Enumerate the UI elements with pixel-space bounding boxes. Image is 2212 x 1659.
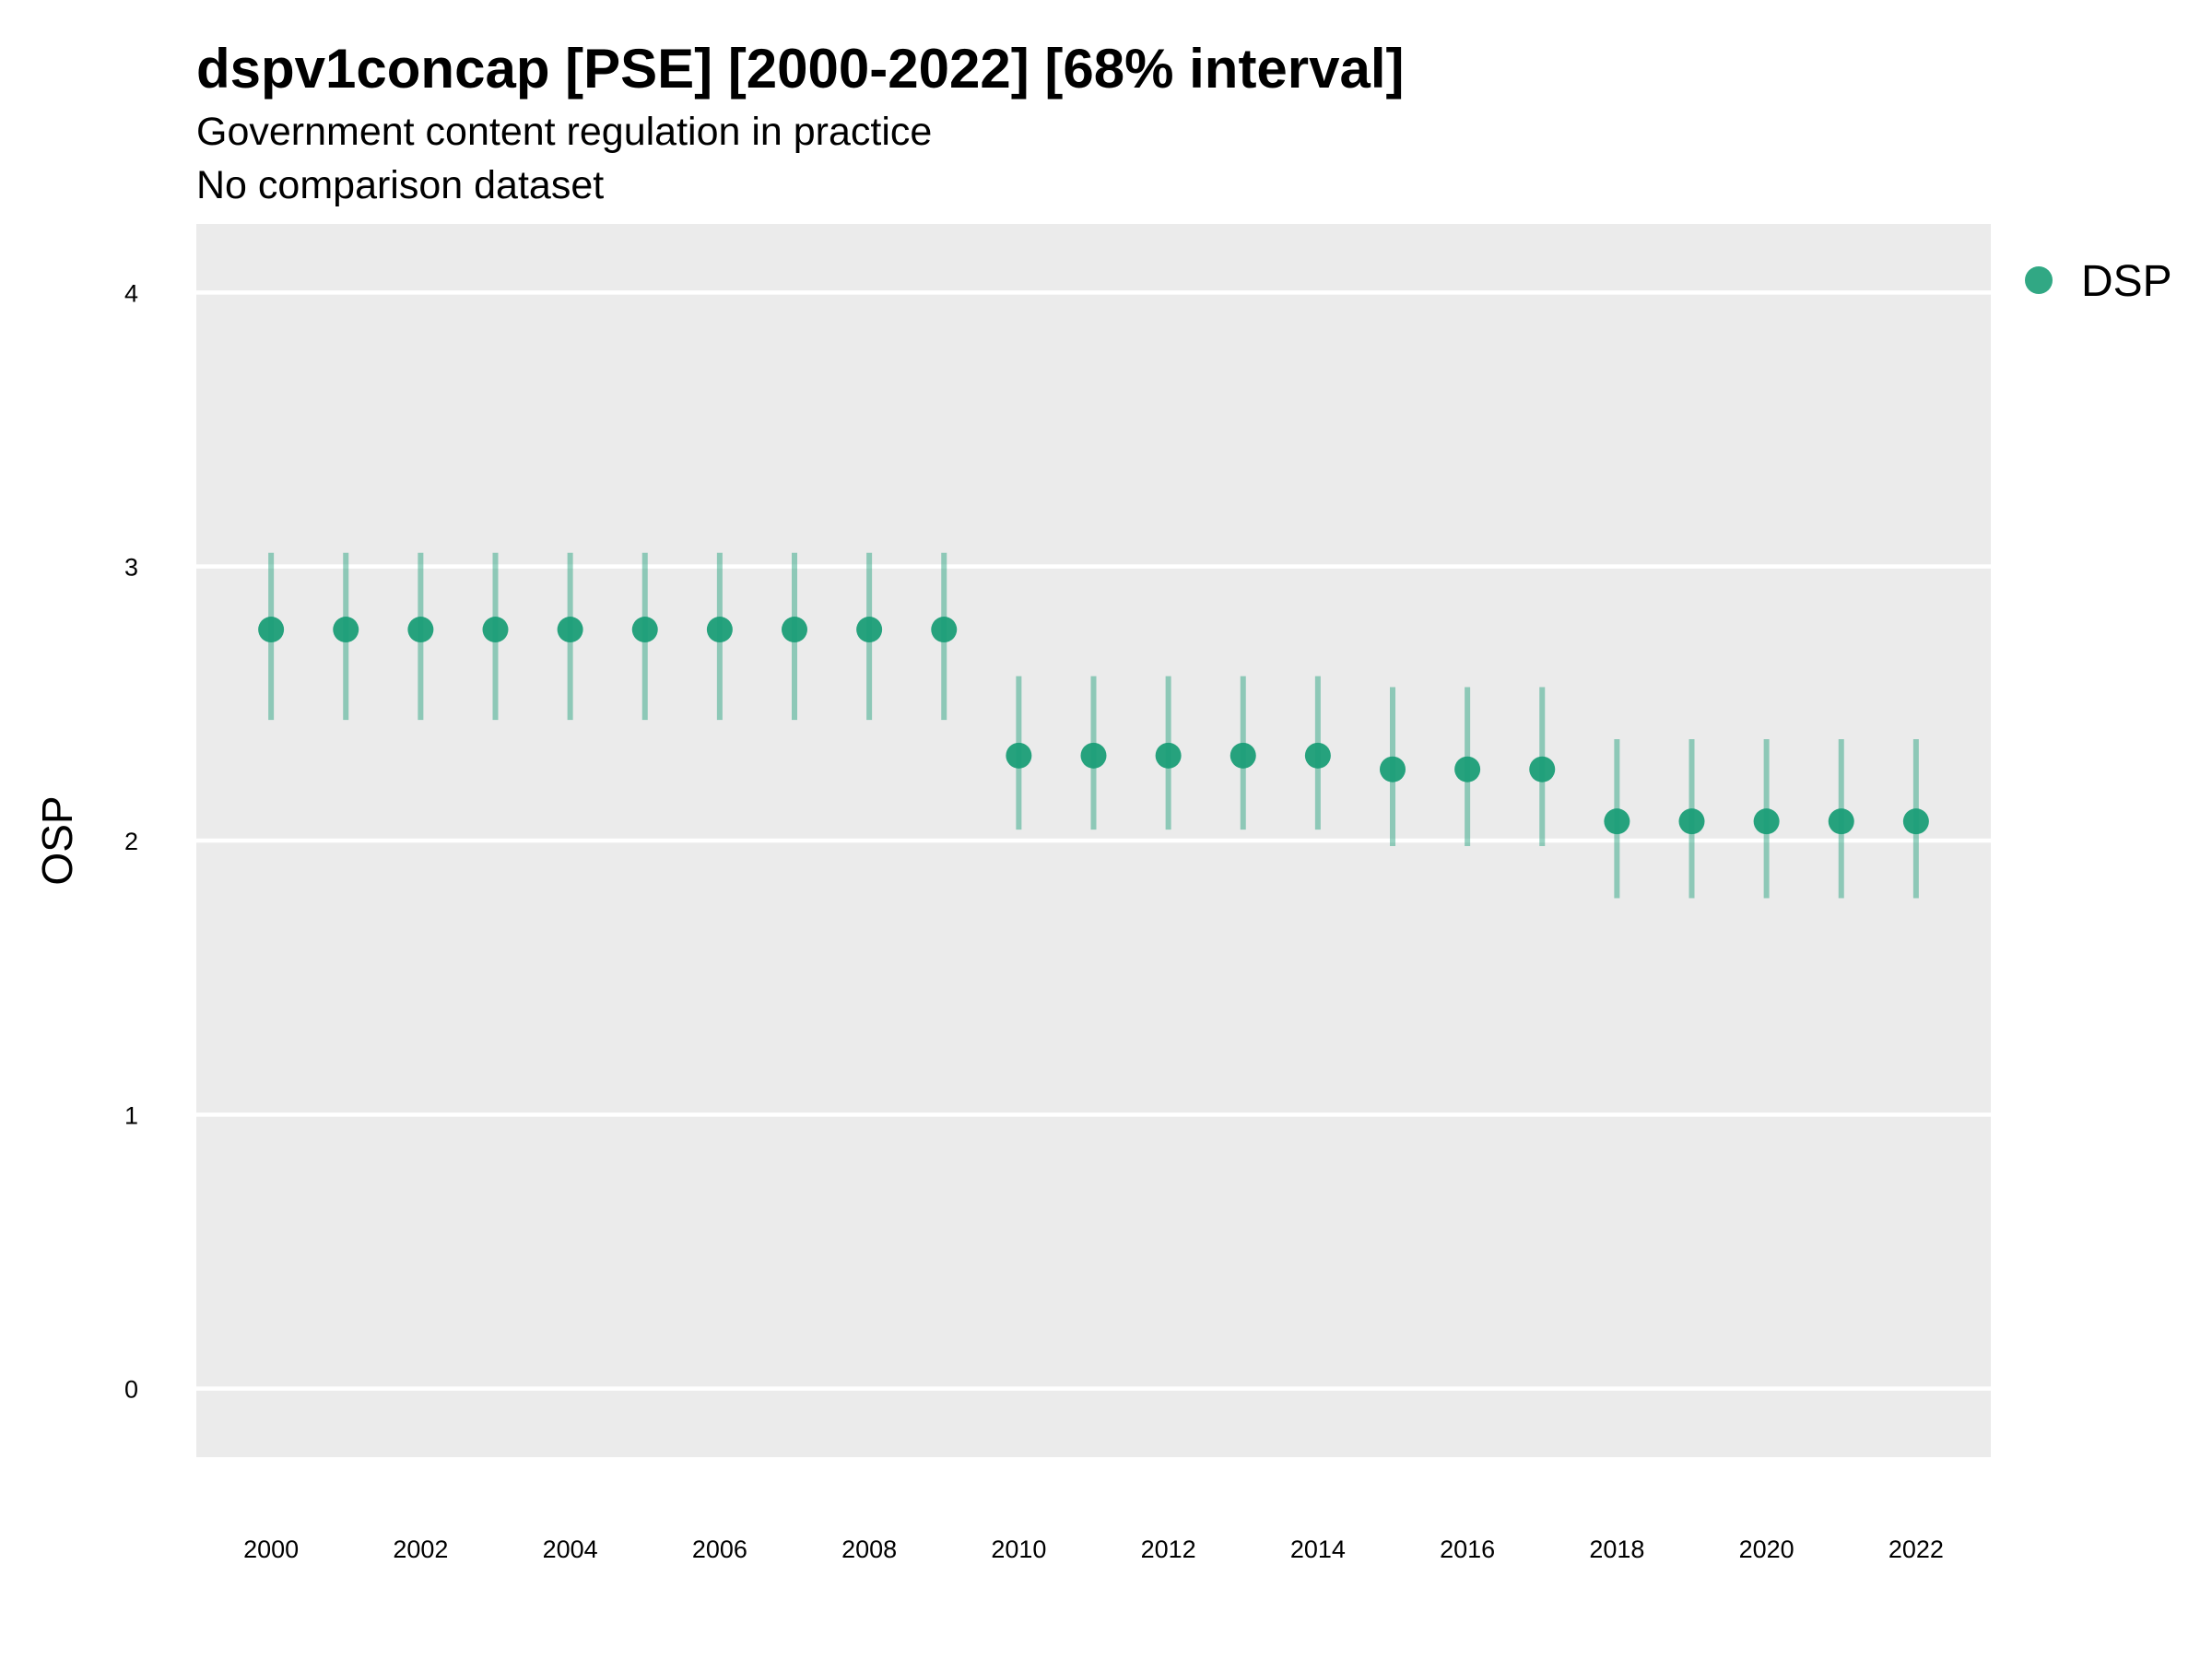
x-tick-label-6: 2012 — [1141, 1535, 1196, 1563]
x-tick-label-11: 2022 — [1888, 1535, 1944, 1563]
data-point-2018 — [1604, 808, 1630, 835]
data-point-2007 — [782, 617, 807, 643]
data-point-2011 — [1080, 742, 1107, 769]
data-point-2017 — [1529, 756, 1556, 782]
data-point-2015 — [1380, 756, 1406, 782]
data-point-2014 — [1304, 742, 1331, 769]
x-tick-label-8: 2016 — [1440, 1535, 1495, 1563]
data-point-2004 — [557, 617, 583, 643]
data-point-2019 — [1678, 808, 1705, 835]
data-point-2021 — [1828, 808, 1854, 835]
x-tick-label-9: 2018 — [1589, 1535, 1644, 1563]
legend-label-dsp: DSP — [2081, 257, 2172, 306]
data-point-2001 — [333, 617, 359, 643]
x-tick-label-10: 2020 — [1739, 1535, 1794, 1563]
y-tick-label-3: 3 — [124, 554, 138, 582]
x-axis-ticks: 2000 2002 2004 2006 2008 2010 2012 2014 2016 2018… — [243, 1535, 1944, 1563]
data-point-2020 — [1753, 808, 1780, 835]
data-point-2013 — [1230, 742, 1256, 769]
data-point-2008 — [856, 617, 883, 643]
data-points — [258, 617, 1929, 835]
x-tick-label-4: 2008 — [841, 1535, 897, 1563]
x-tick-label-7: 2014 — [1290, 1535, 1346, 1563]
y-tick-label-1: 1 — [124, 1101, 138, 1129]
data-point-2016 — [1454, 756, 1481, 782]
chart-subtitle: Government content regulation in practic… — [196, 110, 932, 154]
y-tick-label-2: 2 — [124, 828, 138, 855]
grid-lines — [196, 290, 1991, 1391]
chart-subtitle-secondary: No comparison dataset — [196, 163, 604, 207]
x-tick-label-5: 2010 — [991, 1535, 1046, 1563]
legend: DSP — [2025, 257, 2172, 306]
data-point-2005 — [631, 617, 658, 643]
chart-title: dspv1concap [PSE] [2000-2022] [68% inter… — [196, 38, 1405, 100]
x-tick-label-1: 2002 — [393, 1535, 448, 1563]
y-tick-label-4: 4 — [124, 279, 138, 307]
data-point-2000 — [258, 617, 285, 643]
legend-marker-dsp — [2025, 266, 2053, 294]
y-tick-label-0: 0 — [124, 1376, 138, 1404]
data-point-2010 — [1006, 742, 1032, 769]
x-tick-label-3: 2006 — [692, 1535, 747, 1563]
data-point-2012 — [1155, 742, 1182, 769]
data-point-2006 — [706, 617, 733, 643]
data-point-2003 — [482, 617, 509, 643]
y-axis-title: OSP — [33, 795, 81, 885]
x-tick-label-2: 2004 — [543, 1535, 598, 1563]
x-tick-label-0: 2000 — [243, 1535, 299, 1563]
data-point-2002 — [407, 617, 434, 643]
y-axis-ticks: 0 1 2 3 4 — [124, 279, 138, 1403]
data-point-2022 — [1902, 808, 1929, 835]
data-point-2009 — [931, 617, 958, 643]
